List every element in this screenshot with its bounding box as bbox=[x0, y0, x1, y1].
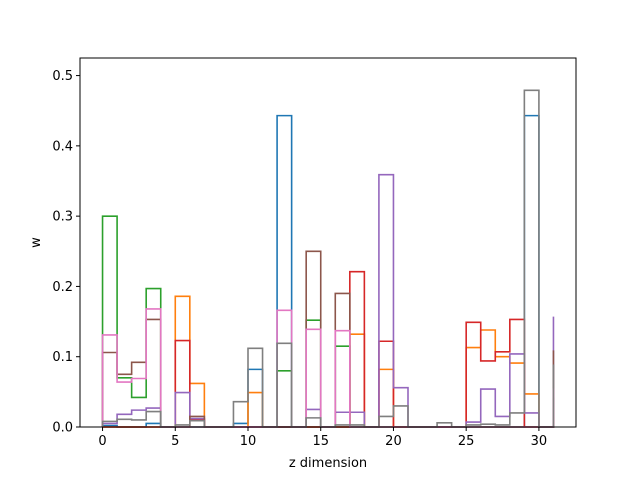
y-tick-label: 0.5 bbox=[52, 69, 73, 84]
axes-frame bbox=[79, 57, 577, 428]
y-axis-label: w bbox=[29, 237, 44, 248]
x-tick-label: 10 bbox=[240, 434, 257, 449]
x-tick-label: 15 bbox=[312, 434, 329, 449]
y-tick-label: 0.1 bbox=[52, 350, 73, 365]
histogram-series-4 bbox=[102, 270, 555, 428]
histogram-series-6 bbox=[101, 250, 555, 428]
x-tick-label: 20 bbox=[385, 434, 402, 449]
axes: 0 5 10 15 20 25 30 0.0 0.1 0.2 0.3 0.4 0.5 bbox=[52, 57, 577, 449]
x-tick-label: 25 bbox=[458, 434, 475, 449]
histogram-series-8 bbox=[101, 89, 555, 428]
x-tick-label: 30 bbox=[531, 434, 548, 449]
x-tick-label: 0 bbox=[98, 434, 106, 449]
histogram-series-5 bbox=[101, 173, 555, 428]
y-tick-label: 0.0 bbox=[52, 421, 73, 436]
y-tick-label: 0.3 bbox=[52, 210, 73, 225]
plot-area bbox=[101, 89, 555, 428]
y-tick-label: 0.2 bbox=[52, 280, 73, 295]
histogram-series-1 bbox=[101, 114, 554, 428]
histogram-series-7 bbox=[101, 308, 555, 428]
x-axis-label: z dimension bbox=[289, 456, 367, 471]
y-tick-label: 0.4 bbox=[52, 139, 73, 154]
x-tick-label: 5 bbox=[171, 434, 179, 449]
histogram-series-3 bbox=[101, 215, 555, 428]
